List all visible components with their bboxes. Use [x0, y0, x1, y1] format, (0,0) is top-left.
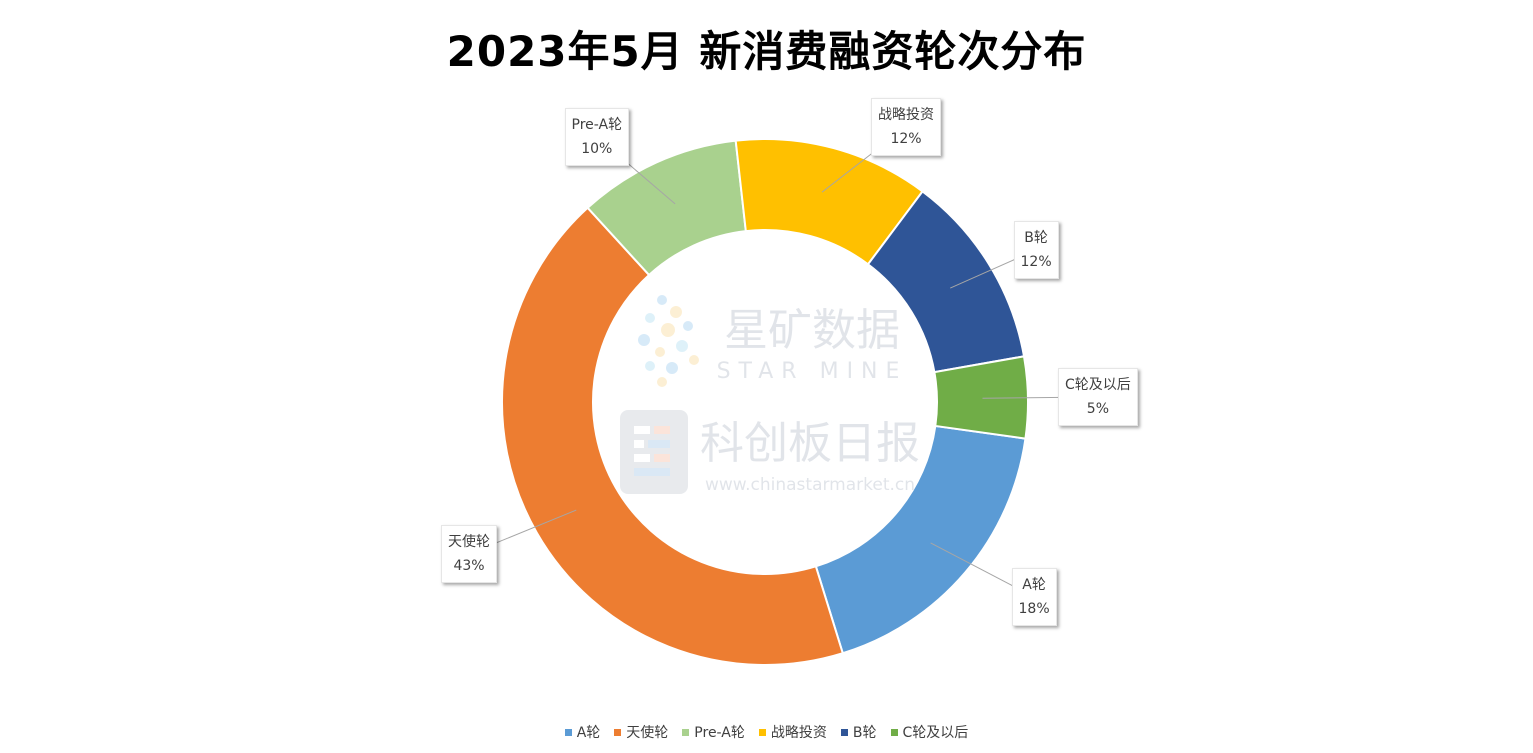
legend-swatch	[682, 728, 690, 736]
watermark-line2: STAR MINE	[717, 359, 908, 384]
slice-1	[814, 424, 1027, 655]
data-label-category: Pre-A轮	[571, 117, 623, 133]
legend-swatch	[614, 728, 622, 736]
legend-item-6: C轮及以后	[890, 722, 969, 742]
slice-2	[501, 206, 845, 666]
data-label-value: 12%	[1020, 254, 1052, 270]
legend-label: Pre-A轮	[694, 725, 745, 741]
data-label-5: B轮 12%	[1013, 221, 1059, 279]
watermark-line4: www.chinastarmarket.cn	[705, 475, 915, 495]
data-label-category: C轮及以后	[1065, 377, 1131, 393]
legend-swatch	[840, 728, 848, 736]
data-label-value: 5%	[1086, 401, 1109, 417]
legend-swatch	[890, 728, 898, 736]
chinastarmarket-logo-icon	[620, 410, 688, 494]
legend: A轮 天使轮 Pre-A轮 战略投资 B轮 C轮及以后	[0, 722, 1533, 742]
data-label-value: 43%	[453, 558, 485, 574]
data-label-category: A轮	[1022, 577, 1046, 593]
data-label-category: 战略投资	[878, 107, 934, 123]
data-label-category: 天使轮	[448, 534, 490, 550]
data-label-2: 天使轮 43%	[441, 525, 497, 583]
legend-label: C轮及以后	[902, 725, 969, 741]
legend-item-4: 战略投资	[758, 722, 827, 742]
legend-item-2: 天使轮	[614, 722, 668, 742]
data-label-1: A轮 18%	[1011, 568, 1057, 626]
legend-item-5: B轮	[840, 722, 877, 742]
legend-label: B轮	[852, 725, 877, 741]
legend-item-3: Pre-A轮	[682, 722, 745, 742]
data-label-value: 12%	[890, 131, 922, 147]
data-label-6: C轮及以后 5%	[1058, 368, 1138, 426]
data-label-4: 战略投资 12%	[871, 98, 941, 156]
data-label-3: Pre-A轮 10%	[564, 108, 630, 166]
watermark: 星矿数据 STAR MINE 科创板日报 www.chinastarmarket…	[620, 295, 920, 495]
legend-item-1: A轮	[564, 722, 601, 742]
legend-swatch	[564, 728, 572, 736]
chart-title: 2023年5月 新消费融资轮次分布	[446, 27, 1087, 76]
data-label-value: 10%	[581, 141, 613, 157]
legend-swatch	[758, 728, 766, 736]
watermark-line3: 科创板日报	[700, 418, 920, 469]
legend-label: A轮	[576, 725, 601, 741]
star-mine-logo-icon	[638, 295, 699, 387]
legend-label: 战略投资	[770, 725, 827, 741]
slice-6	[933, 355, 1029, 440]
legend-label: 天使轮	[626, 725, 669, 741]
data-label-category: B轮	[1024, 230, 1048, 246]
slices-group	[501, 138, 1029, 666]
watermark-line1: 星矿数据	[724, 305, 900, 356]
data-label-value: 18%	[1018, 601, 1050, 617]
